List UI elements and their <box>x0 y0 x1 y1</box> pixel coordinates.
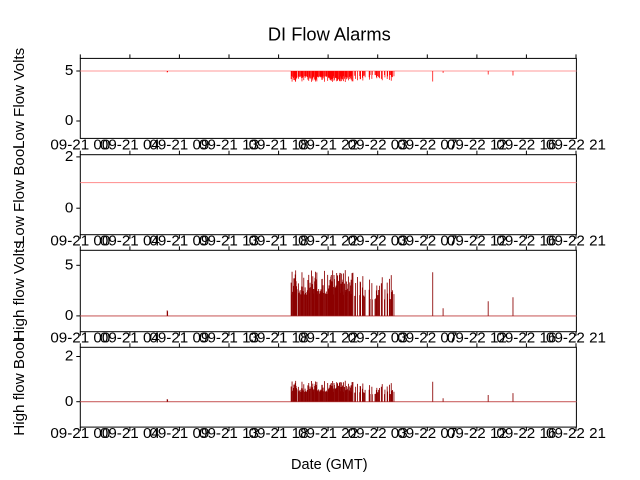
svg-text:09-22 21: 09-22 21 <box>546 330 606 347</box>
svg-text:0: 0 <box>65 199 73 216</box>
svg-text:09-22 21: 09-22 21 <box>546 233 606 250</box>
svg-text:Date (GMT): Date (GMT) <box>291 457 368 473</box>
svg-text:High flow Volts: High flow Volts <box>11 241 28 341</box>
svg-text:0: 0 <box>65 112 73 129</box>
svg-text:Low Flow Bool: Low Flow Bool <box>11 145 28 244</box>
svg-text:High flow Bool: High flow Bool <box>11 339 28 436</box>
svg-text:09-22 21: 09-22 21 <box>546 136 606 153</box>
svg-text:5: 5 <box>65 62 73 79</box>
svg-text:5: 5 <box>65 257 73 274</box>
svg-text:0: 0 <box>65 307 73 324</box>
svg-text:09-22 21: 09-22 21 <box>546 425 606 442</box>
svg-text:2: 2 <box>65 348 73 365</box>
svg-text:Low Flow Volts: Low Flow Volts <box>11 47 28 149</box>
svg-text:0: 0 <box>65 393 73 410</box>
svg-text:DI Flow Alarms: DI Flow Alarms <box>268 24 391 45</box>
